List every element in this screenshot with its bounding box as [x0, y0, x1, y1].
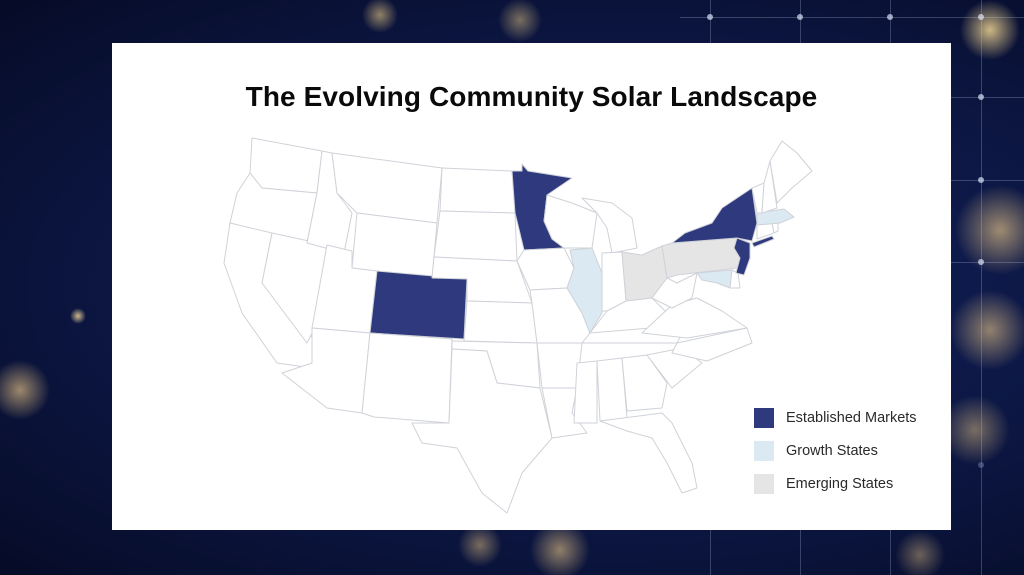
grid-node: [887, 14, 893, 20]
state-maryland: [696, 269, 733, 289]
legend-item-established: Established Markets: [754, 401, 917, 434]
state-texas: [411, 348, 553, 514]
legend-swatch-growth: [754, 440, 774, 461]
grid-line: [951, 180, 1024, 181]
grid-node: [978, 14, 984, 20]
grid-node: [707, 14, 713, 20]
state-washington: [249, 137, 323, 194]
grid-line: [951, 262, 1024, 263]
grid-node: [978, 259, 984, 265]
legend-swatch-emerging: [754, 473, 774, 494]
state-maine: [769, 140, 813, 204]
state-massachusetts: [756, 208, 795, 226]
state-wisconsin: [543, 194, 598, 249]
page-title: The Evolving Community Solar Landscape: [245, 81, 818, 112]
state-north-dakota: [439, 167, 516, 214]
state-new-jersey: [733, 237, 751, 276]
grid-line: [981, 0, 982, 575]
state-georgia: [621, 354, 668, 412]
legend-swatch-established: [754, 407, 774, 428]
slide-card: The Evolving Community Solar Landscape: [112, 43, 951, 530]
state-michigan: [581, 197, 638, 254]
grid-node: [797, 14, 803, 20]
state-new-mexico: [361, 332, 453, 424]
grid-line: [951, 97, 1024, 98]
grid-node: [978, 177, 984, 183]
long-island: [751, 235, 775, 248]
grid-node: [978, 94, 984, 100]
legend-item-growth: Growth States: [754, 434, 917, 467]
map-legend: Established Markets Growth States Emergi…: [754, 401, 917, 500]
state-arkansas: [536, 342, 583, 389]
state-new-hampshire: [761, 160, 778, 214]
grid-line: [680, 17, 1024, 18]
state-colorado: [369, 270, 468, 340]
state-south-carolina: [646, 347, 703, 389]
us-choropleth-map: [207, 131, 827, 531]
legend-item-emerging: Emerging States: [754, 467, 917, 500]
state-mississippi: [573, 360, 598, 424]
state-north-carolina: [671, 327, 753, 362]
state-wyoming: [351, 212, 438, 279]
state-kansas: [463, 300, 538, 344]
state-florida: [599, 412, 698, 494]
state-new-york: [671, 187, 758, 244]
state-south-dakota: [433, 210, 518, 262]
grid-node: [978, 462, 984, 468]
